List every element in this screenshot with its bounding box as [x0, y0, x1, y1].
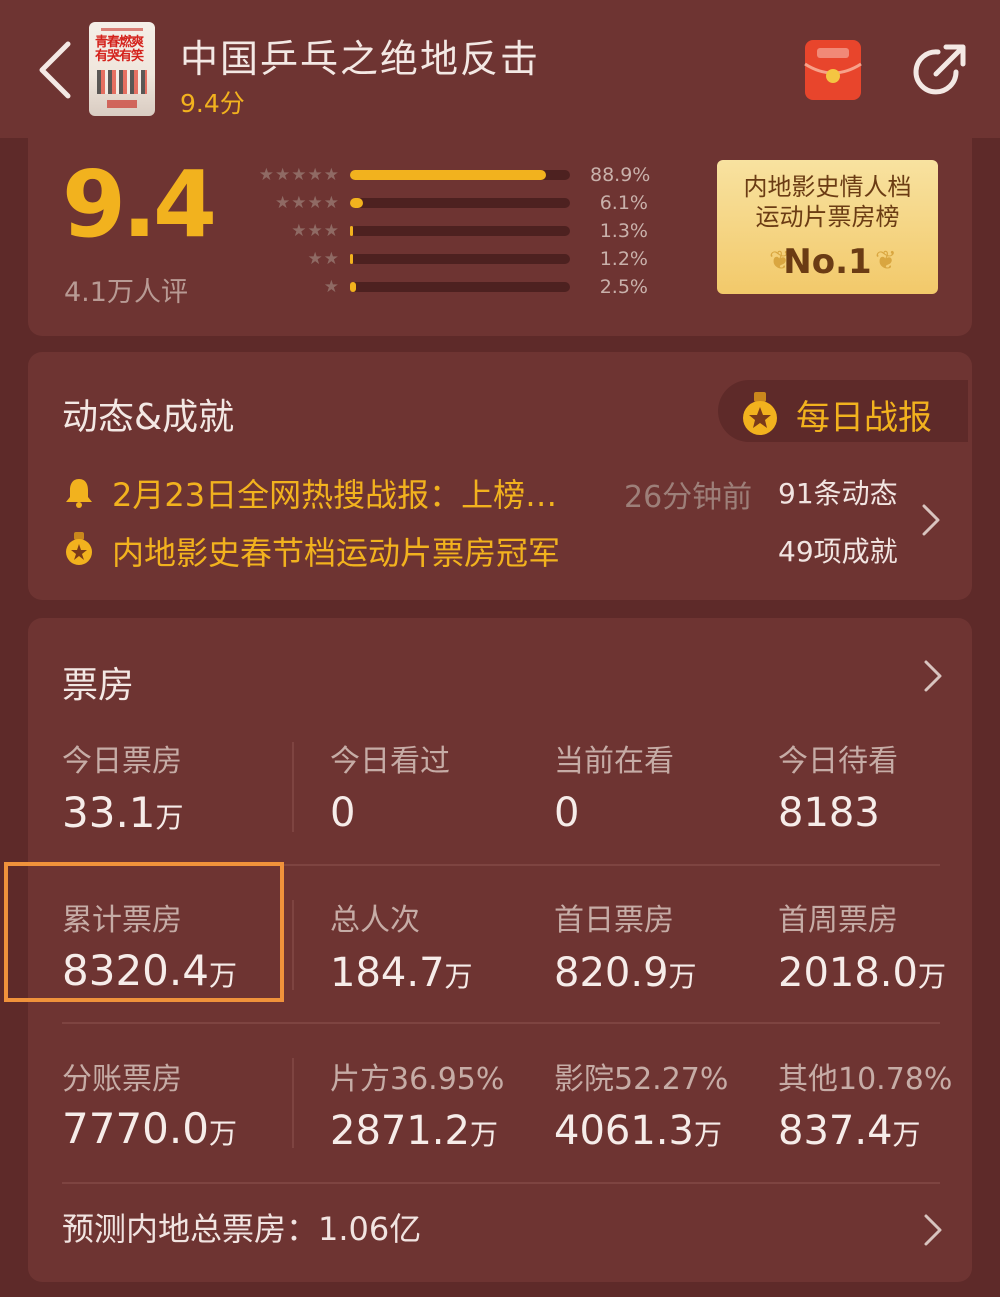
stat-label-first-day: 首日票房: [554, 903, 674, 938]
stat-value-watched-today: 0: [330, 790, 356, 836]
stat-label-first-week: 首周票房: [778, 903, 898, 938]
row-divider: [62, 1022, 940, 1024]
award-badge[interactable]: 内地影史情人档 运动片票房榜 ❦ No.1 ❦: [717, 160, 938, 294]
stat-label-other-share: 其他10.78%: [778, 1062, 953, 1097]
back-arrow-icon[interactable]: [34, 38, 78, 102]
stat-value-today-boxoffice: 33.1万: [62, 788, 184, 837]
rater-count: 4.1万人评: [64, 277, 188, 308]
medal-icon: [66, 532, 92, 565]
stat-value-split-boxoffice: 7770.0万: [62, 1104, 237, 1153]
chevron-right-icon[interactable]: [920, 502, 942, 538]
big-score: 9.4: [62, 151, 217, 258]
rating-bar-1: [350, 282, 570, 292]
bell-icon: [66, 479, 92, 508]
medal-icon: [743, 392, 777, 435]
row-divider: [62, 864, 940, 866]
stat-value-first-day: 820.9万: [554, 950, 697, 996]
poster-figures: [97, 70, 147, 94]
rating-bar-fill: [350, 198, 363, 208]
column-divider: [292, 900, 294, 990]
stat-value-cinema-share: 4061.3万: [554, 1108, 722, 1154]
share-icon[interactable]: [910, 42, 968, 100]
news-time: 26分钟前: [624, 480, 753, 515]
stat-value-first-week: 2018.0万: [778, 950, 946, 996]
boxoffice-card: [28, 618, 972, 1282]
updates-count[interactable]: 91条动态: [778, 477, 898, 510]
award-rank: No.1: [783, 242, 872, 282]
daily-report-button[interactable]: 每日战报: [718, 380, 968, 442]
star-label-4: ★★★★: [275, 193, 340, 213]
rating-bar-fill: [350, 226, 353, 236]
rating-bar-4: [350, 198, 570, 208]
award-line1: 内地影史情人档: [743, 173, 912, 201]
star-label-3: ★★★: [291, 221, 340, 241]
star-label-5: ★★★★★: [258, 165, 340, 185]
stat-value-other-share: 837.4万: [778, 1108, 921, 1154]
news-headline[interactable]: 2月23日全网热搜战报：上榜…: [112, 476, 558, 514]
rating-bar-3: [350, 226, 570, 236]
row-divider: [62, 1182, 940, 1184]
poster-tagline: 青春燃爽 有哭有笑: [95, 35, 144, 64]
column-divider: [292, 1058, 294, 1148]
red-packet-icon[interactable]: [803, 38, 863, 102]
boxoffice-title: 票房: [62, 665, 135, 706]
rating-bar-fill: [350, 254, 353, 264]
achievement-headline[interactable]: 内地影史春节档运动片票房冠军: [112, 534, 561, 572]
stat-label-cinema-share: 影院52.27%: [554, 1062, 729, 1097]
stat-label-today-boxoffice: 今日票房: [62, 744, 182, 779]
laurel-right-icon: ❦: [875, 246, 897, 276]
forecast-total-boxoffice[interactable]: 预测内地总票房：1.06亿: [62, 1210, 422, 1248]
achievements-count[interactable]: 49项成就: [778, 535, 898, 568]
highlight-box: [4, 862, 284, 1002]
rating-percent-5: 88.9%: [590, 164, 651, 186]
daily-report-label: 每日战报: [796, 398, 932, 438]
chevron-right-icon[interactable]: [922, 1212, 944, 1248]
stat-label-watched-today: 今日看过: [330, 744, 450, 779]
column-divider: [292, 742, 294, 832]
stat-label-total-boxoffice: 累计票房: [62, 903, 182, 938]
stat-label-admissions: 总人次: [330, 903, 420, 938]
award-line2: 运动片票房榜: [755, 203, 900, 231]
rating-bar-2: [350, 254, 570, 264]
movie-title: 中国乒乓之绝地反击: [180, 37, 541, 81]
stat-value-want-today: 8183: [778, 790, 880, 836]
header-score: 9.4分: [180, 89, 245, 118]
stat-label-split-boxoffice: 分账票房: [62, 1062, 182, 1097]
movie-poster[interactable]: 青春燃爽 有哭有笑: [89, 22, 155, 116]
rating-bar-fill: [350, 282, 356, 292]
chevron-right-icon[interactable]: [922, 658, 944, 694]
rating-percent-2: 1.2%: [599, 248, 648, 270]
star-label-1: ★: [323, 277, 340, 297]
stat-label-want-today: 今日待看: [778, 744, 898, 779]
stat-value-producer-share: 2871.2万: [330, 1108, 498, 1154]
rating-percent-4: 6.1%: [599, 192, 648, 214]
laurel-left-icon: ❦: [769, 246, 791, 276]
stat-label-producer-share: 片方36.95%: [330, 1062, 505, 1097]
stat-value-admissions: 184.7万: [330, 950, 473, 996]
stat-label-watching-now: 当前在看: [554, 744, 674, 779]
rating-percent-3: 1.3%: [599, 220, 648, 242]
stat-value-watching-now: 0: [554, 790, 580, 836]
rating-percent-1: 2.5%: [599, 276, 648, 298]
stat-value-total-boxoffice: 8320.4万: [62, 946, 237, 995]
poster-logo: [107, 100, 137, 108]
dynamics-title: 动态&成就: [62, 397, 235, 438]
rating-bar-fill: [350, 170, 546, 180]
poster-decoration: [101, 28, 143, 31]
star-label-2: ★★: [307, 249, 340, 269]
rating-bar-5: [350, 170, 570, 180]
